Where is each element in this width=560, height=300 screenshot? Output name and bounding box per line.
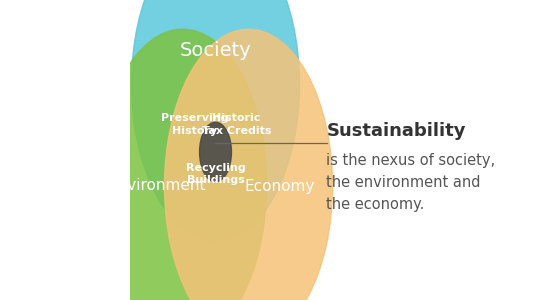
Text: Historic
Tax Credits: Historic Tax Credits xyxy=(202,113,271,136)
Text: Economy: Economy xyxy=(245,178,315,194)
Text: Preserving
History: Preserving History xyxy=(161,113,228,136)
Text: Environment: Environment xyxy=(108,178,206,194)
Ellipse shape xyxy=(99,29,267,300)
Ellipse shape xyxy=(199,122,231,182)
Text: Recycling
Buildings: Recycling Buildings xyxy=(185,163,245,185)
Text: is the nexus of society,
the environment and
the economy.: is the nexus of society, the environment… xyxy=(326,153,496,212)
Ellipse shape xyxy=(165,29,333,300)
Text: Society: Society xyxy=(180,41,251,61)
Ellipse shape xyxy=(132,0,300,241)
Text: Sustainability: Sustainability xyxy=(326,122,466,140)
